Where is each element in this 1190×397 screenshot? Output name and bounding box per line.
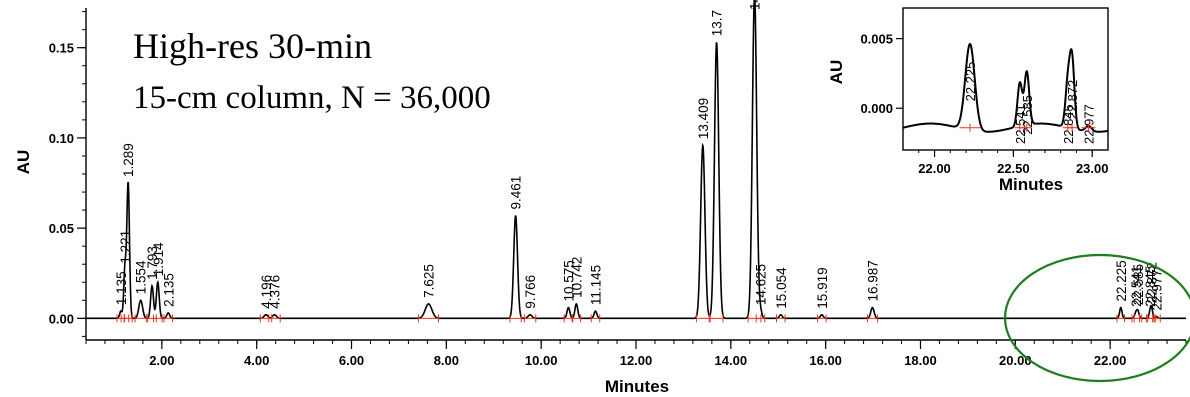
main-integration-marks <box>116 314 1161 323</box>
x-tick-label: 4.00 <box>244 353 269 368</box>
x-tick-label: 10.00 <box>525 353 558 368</box>
peak-label: 22.541 <box>1129 266 1144 307</box>
inset-x-tick-label: 22.50 <box>997 161 1030 176</box>
peak-label: 1.289 <box>121 143 136 177</box>
main-axes: 2.00 4.00 6.00 8.00 10.00 12.00 14.00 16.00 18.0… <box>49 8 1187 368</box>
peak-label: 15.919 <box>815 267 830 308</box>
x-tick-label: 22.00 <box>1094 353 1127 368</box>
peak-label: 4.196 <box>259 275 274 309</box>
x-tick-label: 8.00 <box>434 353 459 368</box>
peak-label: 22.225 <box>1114 260 1129 301</box>
inset-y-tick-label: 0.005 <box>860 32 893 47</box>
peak-label: 10.575 <box>561 260 576 301</box>
peak-label: 22.977 <box>1150 269 1165 310</box>
inset-y-axis-title: AU <box>827 60 846 85</box>
peak-label: 7.625 <box>422 264 437 298</box>
main-trace-line <box>86 0 1186 320</box>
peak-label: 16.987 <box>866 260 881 301</box>
inset-plot-box <box>902 7 1109 151</box>
x-tick-label: 20.00 <box>999 353 1032 368</box>
inset-x-tick-label: 23.00 <box>1076 161 1109 176</box>
peak-label: 2.135 <box>161 273 176 307</box>
peak-label: 15.054 <box>774 267 789 309</box>
chart-title: High-res 30-min <box>133 26 372 66</box>
peak-label: 9.766 <box>523 275 538 309</box>
highlight-ellipse <box>1003 253 1190 383</box>
inset-axes: 22.00 22.50 23.00 0.000 0.005 <box>860 7 1109 176</box>
x-tick-label: 14.00 <box>715 353 748 368</box>
peak-label: 13.7 <box>710 10 725 36</box>
y-tick-label: 0.10 <box>49 131 74 146</box>
chart-subtitle: 15-cm column, N = 36,000 <box>133 80 491 116</box>
peak-label: 1.554 <box>134 260 149 294</box>
x-tick-label: 18.00 <box>904 353 937 368</box>
inset-x-tick-label: 22.00 <box>918 161 951 176</box>
peak-label: 9.461 <box>509 176 524 210</box>
peak-label: 10.742 <box>569 257 584 298</box>
peak-label: 22.872 <box>1145 262 1160 303</box>
x-tick-label: 6.00 <box>339 353 364 368</box>
peak-label: 1.914 <box>151 242 166 276</box>
peak-label: 1.793 <box>145 246 160 280</box>
y-tick-label: 0.00 <box>49 311 74 326</box>
inset-trace-line <box>902 43 1108 133</box>
inset-y-tick-label: 0.000 <box>860 101 893 116</box>
peak-label: 22.845 <box>1143 266 1158 307</box>
x-tick-label: 12.00 <box>620 353 653 368</box>
x-tick-label: 16.00 <box>809 353 842 368</box>
peak-label: 11.145 <box>589 265 604 305</box>
inset-frame <box>878 5 1184 197</box>
peak-label: 13.409 <box>696 98 711 139</box>
x-axis-title: Minutes <box>605 377 669 396</box>
y-tick-label: 0.15 <box>49 41 74 56</box>
inset-x-axis-title: Minutes <box>999 175 1063 194</box>
inset-integration-marks <box>959 123 1096 132</box>
peak-label: 1.135 <box>114 271 129 305</box>
peak-label: 4.376 <box>268 275 283 309</box>
y-tick-label: 0.05 <box>49 221 74 236</box>
peak-label: 14.625 <box>754 264 769 305</box>
x-tick-label: 2.00 <box>149 353 174 368</box>
peak-label: 22.585 <box>1131 264 1146 305</box>
y-axis-title: AU <box>14 150 33 175</box>
inset-peak-label: 22.585 <box>1020 95 1035 135</box>
